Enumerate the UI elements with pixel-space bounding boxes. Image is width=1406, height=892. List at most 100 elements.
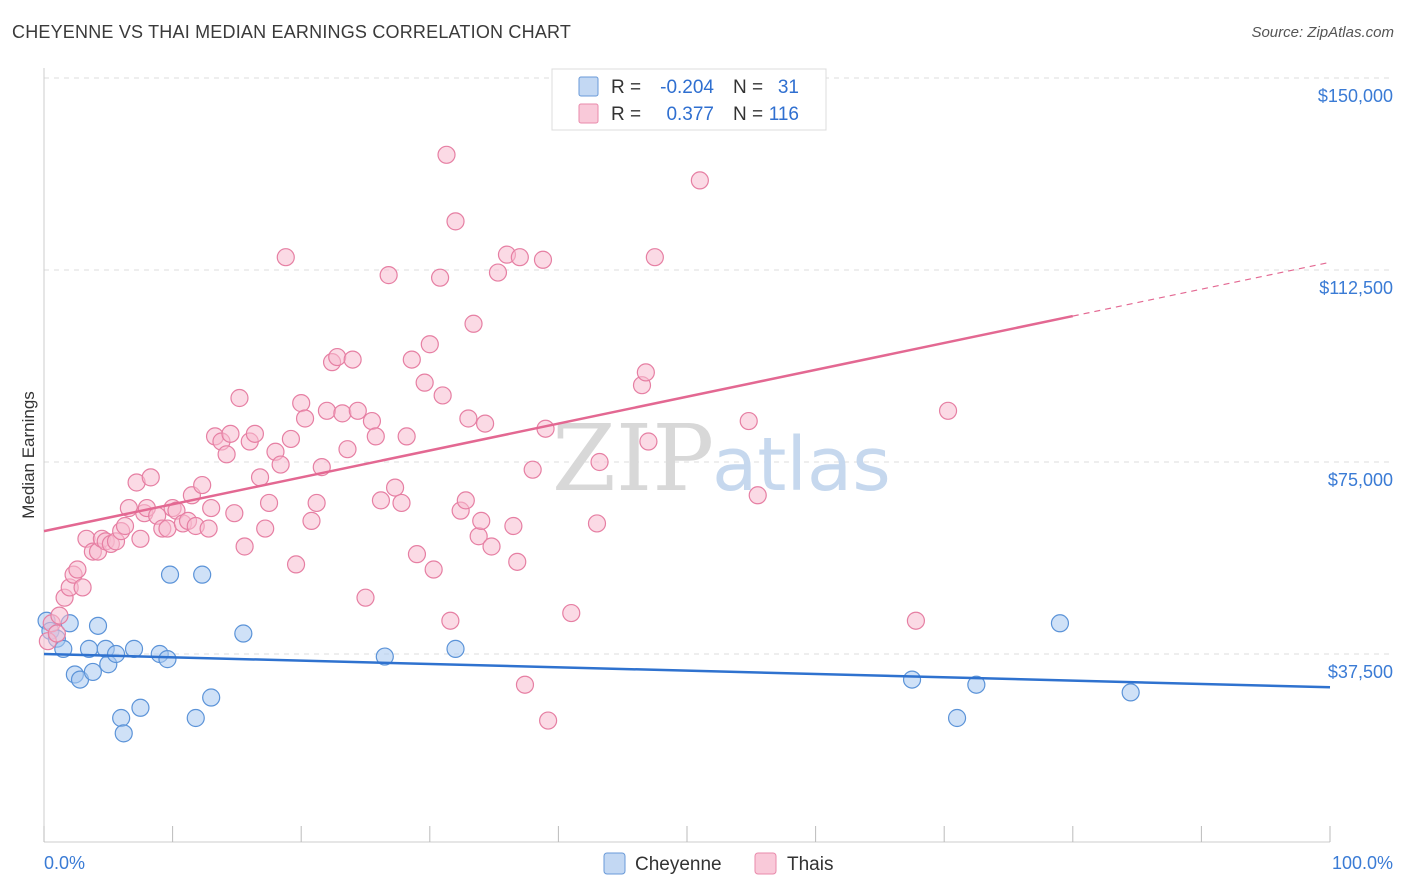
cheyenne-point-29 xyxy=(1050,614,1070,633)
thais-point-35 xyxy=(202,498,221,518)
y-tick-label-2: $112,500 xyxy=(1319,278,1393,298)
cheyenne-point-21 xyxy=(193,565,212,584)
legend-r-value-1: -0.204 xyxy=(660,77,714,98)
cheyenne-point-25 xyxy=(446,639,465,658)
thais-point-62 xyxy=(338,440,357,459)
cheyenne-point-18 xyxy=(158,650,177,669)
legend-r-label-2: R = xyxy=(611,104,641,125)
source-label: Source: ZipAtlas.com xyxy=(1251,24,1394,41)
thais-point-50 xyxy=(276,248,295,267)
y-axis-title: Median Earnings xyxy=(19,391,38,519)
thais-point-8 xyxy=(73,578,92,597)
thais-point-108 xyxy=(690,171,709,190)
cheyenne-point-12 xyxy=(106,644,126,664)
thais-point-79 xyxy=(433,386,452,405)
thais-point-58 xyxy=(317,401,337,420)
thais-point-80 xyxy=(437,145,456,164)
thais-point-70 xyxy=(385,478,405,497)
thais-point-89 xyxy=(475,414,495,433)
thais-point-106 xyxy=(639,432,658,451)
thais-point-93 xyxy=(504,516,523,536)
thais-point-95 xyxy=(510,248,529,267)
thais-point-74 xyxy=(407,545,427,564)
grid xyxy=(44,77,1393,655)
thais-point-66 xyxy=(362,411,382,431)
watermark-zip: ZIP xyxy=(552,405,714,512)
thais-point-53 xyxy=(292,394,311,413)
thais-point-60 xyxy=(328,347,347,367)
legend: R = -0.204 N = 31 R = 0.377 N = 116 xyxy=(551,68,827,131)
thais-point-107 xyxy=(645,248,664,267)
thais-point-98 xyxy=(533,250,553,269)
thais-point-94 xyxy=(508,552,527,571)
thais-point-41 xyxy=(230,388,249,408)
cheyenne-point-15 xyxy=(124,639,144,658)
thais-point-46 xyxy=(256,519,275,538)
thais-trend-line xyxy=(43,314,1074,533)
thais-point-96 xyxy=(515,675,535,694)
thais-point-81 xyxy=(441,611,460,630)
thais-point-34 xyxy=(199,519,218,538)
cheyenne-point-22 xyxy=(202,688,221,707)
thais-point-72 xyxy=(397,427,416,446)
thais-point-91 xyxy=(488,263,508,282)
bottom-legend-swatch-cheyenne xyxy=(603,852,626,875)
thais-point-69 xyxy=(379,266,398,285)
thais-point-84 xyxy=(456,491,475,510)
thais-point-101 xyxy=(562,603,581,623)
thais-point-90 xyxy=(482,537,501,556)
thais-point-86 xyxy=(464,314,483,333)
thais-point-68 xyxy=(371,491,391,510)
legend-swatch-cheyenne xyxy=(578,76,599,97)
thais-point-105 xyxy=(636,363,655,382)
thais-point-65 xyxy=(356,588,375,607)
cheyenne-trend-line xyxy=(43,652,1331,689)
thais-point-44 xyxy=(245,424,265,443)
cheyenne-point-23 xyxy=(234,624,253,643)
thais-point-39 xyxy=(221,424,240,443)
watermark-atlas: atlas xyxy=(712,422,891,508)
cheyenne-point-8 xyxy=(83,662,102,682)
x-tick-label-min: 0.0% xyxy=(44,853,85,873)
thais-point-33 xyxy=(193,475,212,495)
trend-lines xyxy=(43,261,1331,689)
thais-point-49 xyxy=(271,455,290,474)
legend-swatch-thais xyxy=(578,103,599,124)
thais-point-26 xyxy=(158,519,177,538)
thais-point-109 xyxy=(739,411,758,431)
cheyenne-points xyxy=(37,565,1140,743)
thais-points xyxy=(38,145,958,730)
thais-point-111 xyxy=(906,611,926,630)
cheyenne-point-19 xyxy=(160,565,180,584)
thais-point-7 xyxy=(68,560,87,579)
legend-n-value-2: 116 xyxy=(769,104,799,125)
y-tick-label-3: $150,000 xyxy=(1318,86,1393,106)
cheyenne-point-9 xyxy=(88,616,108,635)
thais-point-103 xyxy=(590,452,609,472)
bottom-legend-label-cheyenne: Cheyenne xyxy=(635,854,722,875)
thais-point-88 xyxy=(472,511,491,530)
thais-point-47 xyxy=(259,493,279,513)
cheyenne-point-27 xyxy=(947,708,967,728)
bottom-legend-swatch-thais xyxy=(754,852,777,875)
thais-point-67 xyxy=(366,427,385,446)
thais-point-71 xyxy=(392,493,411,513)
y-tick-labels: $37,500 $75,000 $112,500 $150,000 xyxy=(1318,86,1393,682)
chart-title: CHEYENNE VS THAI MEDIAN EARNINGS CORRELA… xyxy=(12,22,572,42)
thais-point-97 xyxy=(523,460,542,479)
thais-point-63 xyxy=(343,350,362,369)
legend-n-value-1: 31 xyxy=(778,77,799,98)
y-tick-label-1: $75,000 xyxy=(1328,470,1393,490)
legend-r-label-1: R = xyxy=(611,77,641,98)
bottom-legend: Cheyenne Thais xyxy=(603,852,833,875)
thais-point-85 xyxy=(459,409,478,428)
thais-point-2 xyxy=(47,624,66,643)
cheyenne-point-26 xyxy=(902,670,922,689)
x-tick-label-max: 100.0% xyxy=(1332,853,1393,873)
thais-point-110 xyxy=(748,486,767,505)
cheyenne-point-30 xyxy=(1121,683,1140,702)
thais-point-112 xyxy=(938,401,958,420)
thais-point-56 xyxy=(307,493,326,513)
thais-point-82 xyxy=(446,212,465,231)
